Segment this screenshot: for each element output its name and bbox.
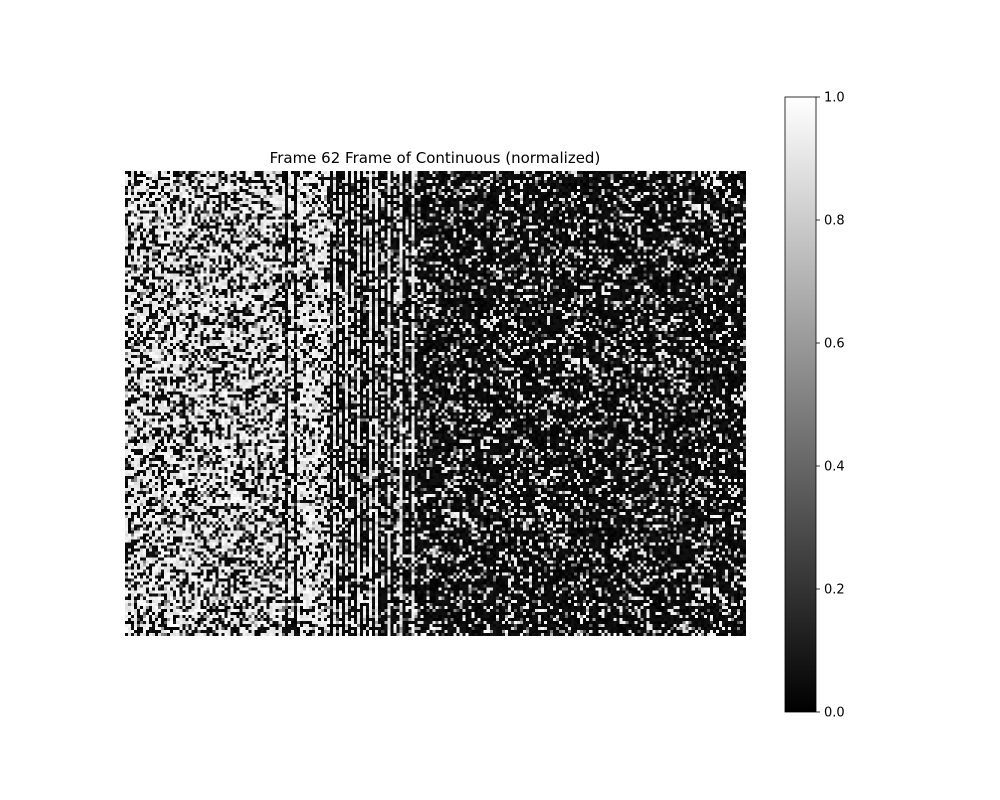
colorbar-ticks: 0.0 0.2 0.4 0.6 0.8 1.0 [816, 91, 845, 721]
colorbar-tick-label: 1.0 [824, 91, 845, 106]
chart-title: Frame 62 Frame of Continuous (normalized… [270, 149, 601, 167]
colorbar-tick-label: 0.0 [824, 706, 845, 721]
heatmap-raster [125, 171, 746, 636]
colorbar-gradient [785, 97, 816, 712]
colorbar-tick-label: 0.2 [824, 583, 845, 598]
colorbar-frame [784, 96, 817, 713]
colorbar: 0.0 0.2 0.4 0.6 0.8 1.0 [784, 91, 845, 721]
colorbar-tick-label: 0.8 [824, 214, 845, 229]
colorbar-tick-label: 0.6 [824, 337, 845, 352]
colorbar-tick-label: 0.4 [824, 460, 845, 475]
heatmap-image [125, 171, 746, 636]
